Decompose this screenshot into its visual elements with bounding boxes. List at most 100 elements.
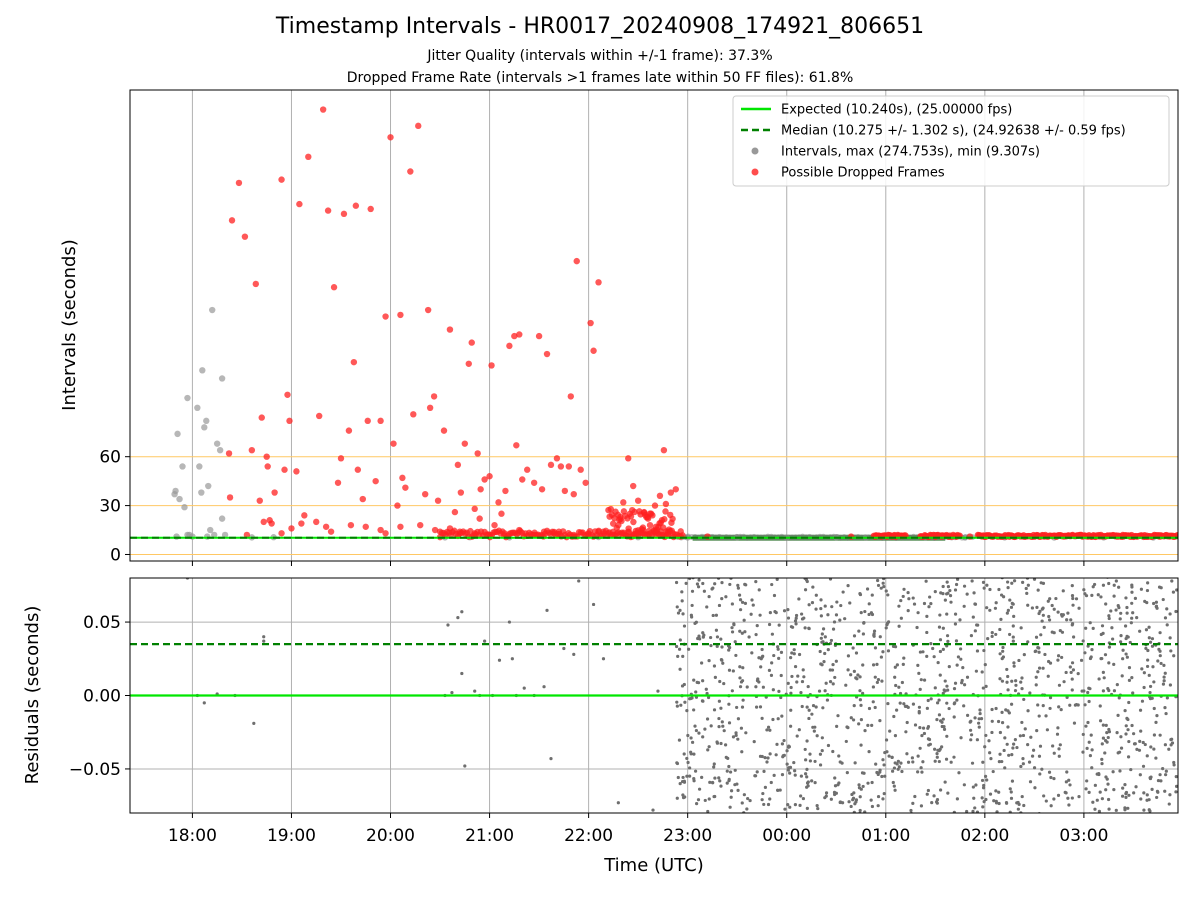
residual-point xyxy=(1102,676,1106,680)
residual-point xyxy=(1163,789,1167,793)
residual-point xyxy=(937,698,941,702)
residual-point xyxy=(1174,774,1178,779)
residual-point xyxy=(792,760,796,765)
residual-point xyxy=(1119,746,1124,750)
residual-point xyxy=(1096,593,1100,597)
residual-point xyxy=(1001,645,1005,650)
residual-point xyxy=(953,681,958,685)
residual-point xyxy=(687,570,690,573)
bottom-y-axis-label: Residuals (seconds) xyxy=(22,606,43,785)
residual-point xyxy=(1115,683,1119,687)
residual-point xyxy=(542,685,546,689)
residual-point xyxy=(1029,735,1033,739)
residual-point xyxy=(1038,772,1042,776)
residual-point xyxy=(876,578,880,583)
residual-point xyxy=(1000,759,1004,764)
residual-point xyxy=(1126,635,1130,639)
dropped-frame-point xyxy=(434,497,442,504)
residual-point xyxy=(789,708,793,712)
x-tick-label: 21:00 xyxy=(465,826,514,846)
residual-point xyxy=(743,582,747,586)
residual-point xyxy=(696,818,699,821)
residual-point xyxy=(1124,790,1129,795)
residual-point xyxy=(1041,666,1045,670)
residual-point xyxy=(1140,699,1145,703)
residual-point xyxy=(825,698,830,702)
residual-point xyxy=(872,634,876,638)
interval-point xyxy=(176,495,183,503)
residual-point xyxy=(1052,751,1056,755)
residual-point xyxy=(994,632,998,637)
residual-point xyxy=(800,617,805,621)
residual-point xyxy=(721,661,725,665)
residual-point xyxy=(782,738,786,743)
residual-point xyxy=(1165,696,1169,700)
residual-point xyxy=(928,595,932,599)
dropped-frame-point xyxy=(649,512,656,519)
dropped-frame-point xyxy=(319,106,327,113)
residual-point xyxy=(1172,760,1176,765)
residual-point xyxy=(1052,776,1056,781)
residual-point xyxy=(703,815,706,818)
residual-point xyxy=(942,688,946,692)
residual-point xyxy=(1027,760,1032,764)
residual-point xyxy=(1036,588,1040,592)
residual-point xyxy=(1085,779,1089,783)
residual-point xyxy=(767,622,772,627)
residual-point xyxy=(1054,596,1058,601)
residual-point xyxy=(1172,654,1176,658)
residual-point xyxy=(848,601,852,605)
residual-point xyxy=(681,775,685,780)
residual-point xyxy=(870,780,874,785)
residual-point xyxy=(786,616,791,620)
residual-point xyxy=(927,568,930,571)
residual-point xyxy=(812,729,816,733)
dropped-frame-point xyxy=(350,358,358,366)
residual-point xyxy=(911,801,915,805)
dropped-frame-point xyxy=(476,515,483,522)
residual-point xyxy=(1006,608,1010,612)
residual-point xyxy=(738,629,742,633)
residual-point xyxy=(938,638,943,642)
residual-point xyxy=(935,717,939,722)
legend-entry-label: Possible Dropped Frames xyxy=(781,166,945,181)
dropped-frame-point xyxy=(372,477,379,485)
residual-point xyxy=(988,587,992,592)
residual-point xyxy=(942,725,946,729)
residual-point xyxy=(762,802,766,807)
residual-point xyxy=(1169,743,1173,747)
residual-point xyxy=(797,597,801,601)
residual-point xyxy=(1060,564,1063,567)
residual-point xyxy=(742,793,746,797)
residual-point xyxy=(998,752,1002,756)
residual-point xyxy=(1059,708,1063,712)
residual-point xyxy=(881,797,885,801)
residual-point xyxy=(738,685,743,689)
residual-point xyxy=(1056,726,1060,730)
residual-point xyxy=(730,626,734,630)
residual-point xyxy=(907,597,911,601)
dropped-frame-point xyxy=(553,455,561,462)
residual-point xyxy=(833,675,837,680)
residual-point xyxy=(929,697,933,701)
residual-point xyxy=(983,663,987,667)
residual-point xyxy=(942,727,947,731)
dropped-frame-point xyxy=(327,528,335,535)
interval-point xyxy=(181,504,188,511)
residual-point xyxy=(936,660,940,665)
residual-point xyxy=(1130,723,1134,728)
residual-point xyxy=(1117,585,1121,589)
residual-point xyxy=(1161,597,1165,602)
residual-point xyxy=(990,631,994,635)
dropped-frame-point xyxy=(225,450,233,457)
residual-point xyxy=(1163,671,1167,675)
residual-point xyxy=(740,631,744,635)
residual-point xyxy=(1009,790,1013,794)
residual-point xyxy=(1048,706,1052,711)
residual-point xyxy=(939,820,942,823)
residual-point xyxy=(719,706,723,710)
residual-point xyxy=(692,752,696,756)
residual-point xyxy=(1149,745,1153,749)
residual-point xyxy=(871,663,876,667)
residual-point xyxy=(919,568,922,571)
